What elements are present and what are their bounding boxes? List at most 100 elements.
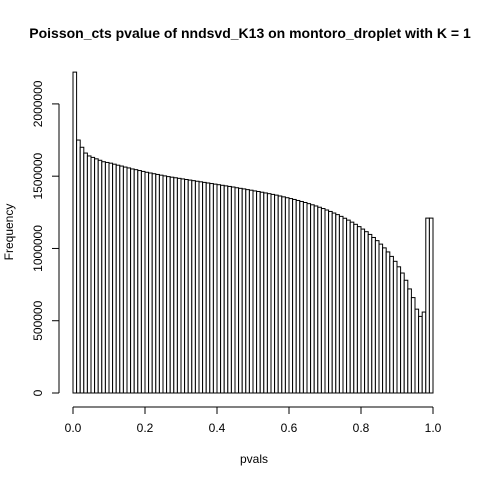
histogram-bar xyxy=(342,217,348,394)
histogram-bar xyxy=(180,178,186,394)
histogram-bar xyxy=(245,189,250,394)
y-axis: 0 500000 1000000 1500000 2000000 xyxy=(31,80,60,396)
histogram-bar xyxy=(194,180,200,394)
histogram-bar xyxy=(119,165,124,394)
x-tick-label: 0.6 xyxy=(281,421,298,435)
histogram-bar xyxy=(72,71,78,394)
histogram-bar xyxy=(425,217,430,394)
histogram-bar xyxy=(378,243,384,394)
histogram-bar xyxy=(209,183,214,394)
histogram-bar xyxy=(216,184,222,394)
histogram-bar xyxy=(382,247,387,394)
x-tick-label: 0.8 xyxy=(353,421,370,435)
histogram-bar xyxy=(338,215,344,394)
histogram-bar xyxy=(324,209,330,394)
histogram-bar xyxy=(122,166,128,394)
histogram-bar xyxy=(392,260,398,394)
histogram-bar xyxy=(108,162,114,394)
histogram-bar xyxy=(356,226,362,394)
histogram-bar xyxy=(335,214,340,394)
x-tick-label: 0.2 xyxy=(137,421,154,435)
histogram-bar xyxy=(277,195,283,394)
histogram-bar xyxy=(140,170,146,394)
x-tick-label: 1.0 xyxy=(425,421,442,435)
histogram-bar xyxy=(187,179,193,394)
histogram-bar xyxy=(202,181,207,394)
chart-title: Poisson_cts pvalue of nndsvd_K13 on mont… xyxy=(29,25,471,41)
x-tick-label: 0.0 xyxy=(65,421,82,435)
histogram-bar xyxy=(266,193,272,394)
histogram-bar xyxy=(288,198,294,394)
y-axis-label: Frequency xyxy=(2,204,16,261)
histogram-bar xyxy=(320,208,326,394)
histogram-bar xyxy=(292,198,297,394)
histogram-bar xyxy=(76,139,81,394)
histogram-bar xyxy=(212,183,218,394)
histogram-bar xyxy=(371,236,376,394)
histogram-bar xyxy=(331,212,337,394)
histogram-bar xyxy=(400,272,405,394)
histogram-bar xyxy=(407,288,412,394)
histogram-bar xyxy=(346,219,351,394)
histogram-bar xyxy=(302,201,308,394)
histogram-bar xyxy=(328,210,333,394)
histogram-bar xyxy=(349,221,355,394)
x-axis-label: pvals xyxy=(240,452,268,466)
histogram-bar xyxy=(144,171,150,394)
histogram-bar xyxy=(162,175,168,394)
histogram-bar xyxy=(403,279,409,394)
histogram-bar xyxy=(259,191,265,394)
histogram-bar xyxy=(414,308,420,394)
histogram-bar xyxy=(155,173,160,394)
histogram-bar xyxy=(184,179,189,394)
histogram-bar xyxy=(148,172,153,394)
histogram-bar xyxy=(252,190,258,394)
histogram-bar xyxy=(94,158,99,394)
histogram-bar xyxy=(151,173,157,394)
histogram-bar xyxy=(166,176,171,394)
histogram-bar xyxy=(374,240,380,394)
histogram-bar xyxy=(295,199,301,394)
histogram-bar xyxy=(360,228,366,394)
histogram-bar xyxy=(418,315,423,394)
histogram-bar xyxy=(104,161,110,394)
histogram-bar xyxy=(115,164,121,394)
histogram-bar xyxy=(137,170,142,394)
histogram-bar xyxy=(241,188,247,394)
histogram-bar xyxy=(130,168,135,394)
histogram-bar xyxy=(169,176,175,394)
histogram-bar xyxy=(205,182,211,394)
y-tick-label: 500000 xyxy=(31,300,45,340)
histogram-bar xyxy=(313,205,319,394)
histogram-bar xyxy=(396,266,402,394)
histogram-bar xyxy=(364,231,369,394)
y-tick-label: 1000000 xyxy=(31,225,45,272)
histogram-bar xyxy=(97,159,103,394)
x-axis: 0.0 0.2 0.4 0.6 0.8 1.0 xyxy=(65,406,442,435)
histogram-bar xyxy=(90,156,96,394)
histogram-bar xyxy=(306,203,312,394)
y-tick-label: 2000000 xyxy=(31,80,45,127)
histogram-bar xyxy=(421,311,427,394)
histogram-bar xyxy=(126,167,132,394)
histogram-bar xyxy=(281,196,286,394)
y-tick-label: 0 xyxy=(31,389,45,396)
histogram-bar xyxy=(223,185,229,394)
histogram-bar xyxy=(83,152,88,394)
histogram-bar xyxy=(248,189,254,394)
histogram-bar xyxy=(238,187,243,394)
histogram-bar xyxy=(284,197,290,394)
histogram-bar xyxy=(198,181,204,394)
histogram-bar xyxy=(79,146,85,394)
histogram-bar xyxy=(317,206,322,394)
y-tick-label: 1500000 xyxy=(31,152,45,199)
histogram-bar xyxy=(86,155,92,394)
histogram-bar xyxy=(112,163,117,394)
histogram-bar xyxy=(220,184,225,394)
histogram-bar xyxy=(263,192,268,394)
histogram-bar xyxy=(191,180,196,394)
histogram-bar xyxy=(385,251,391,394)
histogram-bar xyxy=(133,169,139,394)
histogram-bar xyxy=(230,186,236,394)
